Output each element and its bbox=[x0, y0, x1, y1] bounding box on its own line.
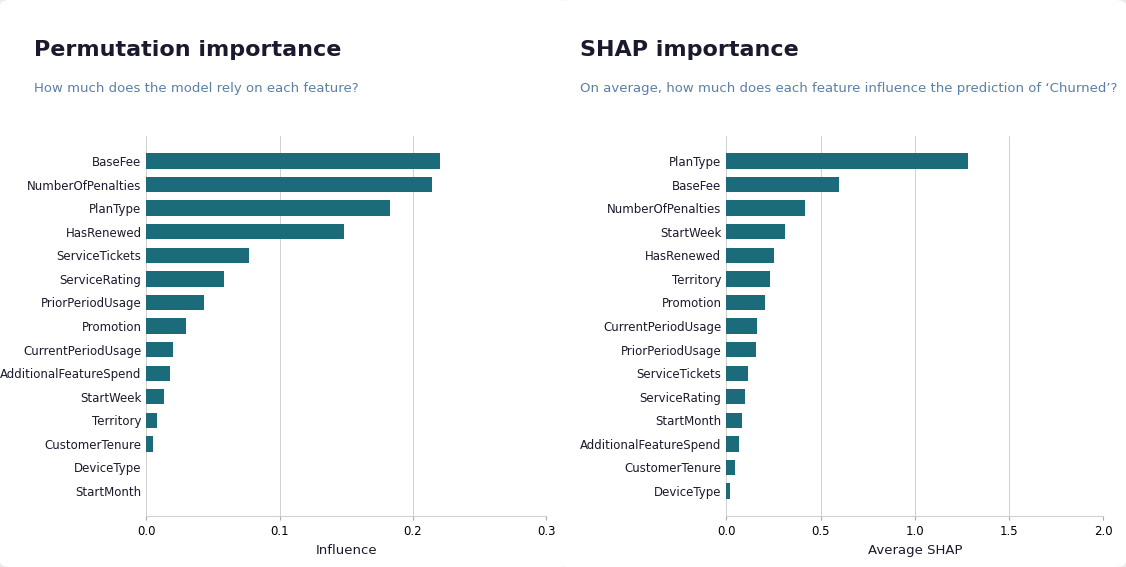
Text: Permutation importance: Permutation importance bbox=[34, 40, 341, 60]
Bar bbox=[146, 295, 204, 310]
Bar bbox=[146, 177, 431, 192]
Text: SHAP importance: SHAP importance bbox=[580, 40, 798, 60]
Bar bbox=[726, 271, 770, 286]
Bar bbox=[146, 342, 173, 357]
Bar bbox=[146, 201, 391, 216]
Bar bbox=[726, 177, 840, 192]
Text: On average, how much does each feature influence the prediction of ‘Churned’?: On average, how much does each feature i… bbox=[580, 82, 1117, 95]
Bar bbox=[146, 224, 343, 239]
Bar bbox=[726, 248, 775, 263]
Bar bbox=[726, 460, 735, 475]
X-axis label: Influence: Influence bbox=[315, 544, 377, 557]
Bar bbox=[726, 318, 758, 334]
Bar bbox=[146, 436, 153, 451]
Bar bbox=[726, 436, 739, 451]
Bar bbox=[146, 271, 224, 286]
Bar bbox=[146, 318, 187, 334]
X-axis label: Average SHAP: Average SHAP bbox=[868, 544, 962, 557]
Bar bbox=[146, 413, 157, 428]
Bar bbox=[146, 389, 163, 404]
Bar bbox=[146, 248, 249, 263]
Text: How much does the model rely on each feature?: How much does the model rely on each fea… bbox=[34, 82, 358, 95]
Bar bbox=[726, 153, 967, 168]
Bar bbox=[726, 389, 745, 404]
Bar bbox=[726, 484, 731, 499]
Bar bbox=[146, 366, 170, 381]
Bar bbox=[726, 413, 742, 428]
Bar bbox=[726, 224, 785, 239]
Bar bbox=[726, 201, 805, 216]
Bar bbox=[726, 295, 765, 310]
Bar bbox=[146, 153, 439, 168]
Bar bbox=[726, 342, 756, 357]
Bar bbox=[726, 366, 748, 381]
